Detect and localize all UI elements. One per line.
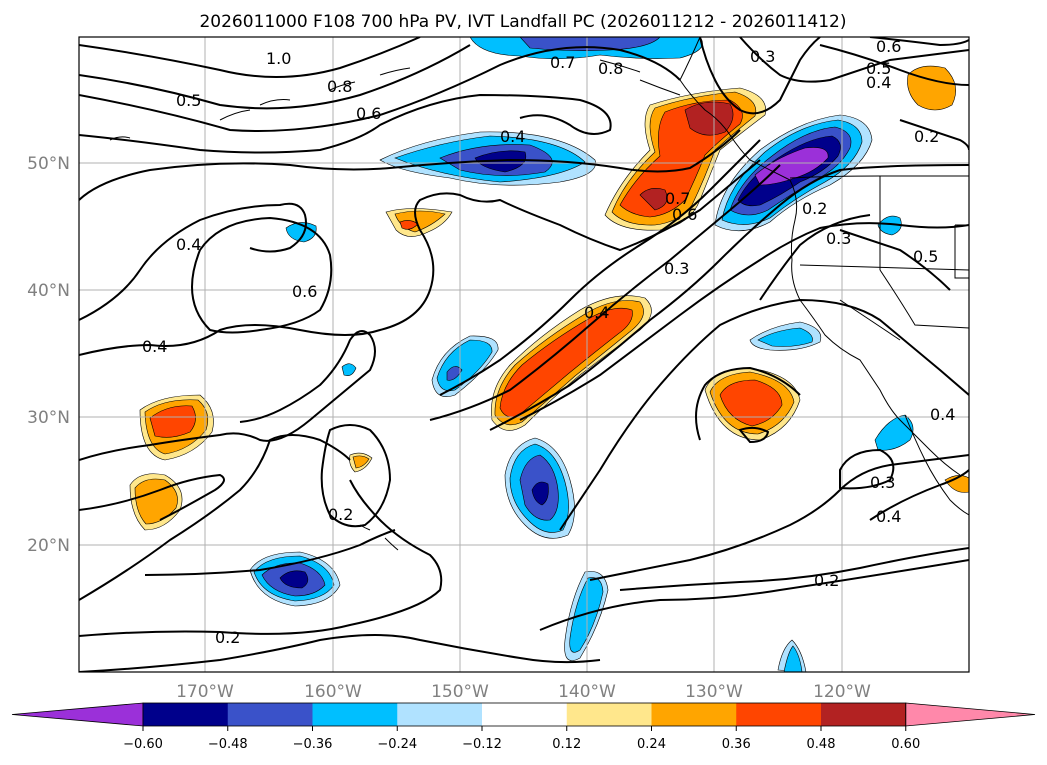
lat-label: 30°N: [27, 408, 70, 428]
contour-label: 0.5: [866, 59, 891, 78]
lon-label: 140°W: [558, 682, 616, 702]
colorbar-segment: [651, 703, 737, 726]
pv-contours: [79, 37, 969, 672]
colorbar-tick-label: −0.60: [123, 737, 163, 752]
coastlines: [109, 37, 969, 551]
contour-label: 0.2: [802, 199, 827, 218]
lat-label: 50°N: [27, 154, 70, 174]
lat-label: 40°N: [27, 281, 70, 301]
longitude-labels: 170°W 160°W 150°W 140°W 130°W 120°W: [176, 682, 871, 702]
colorbar-tick-label: 0.12: [552, 737, 581, 752]
colorbar-ticks: −0.60 −0.48 −0.36 −0.24 −0.12 0.12 0.24 0.36 0.4…: [123, 726, 920, 752]
contour-label: 0.4: [876, 507, 901, 526]
colorbar: [11, 702, 1036, 727]
colorbar-segment: [482, 703, 568, 726]
contour-label: 0.3: [826, 229, 851, 248]
filled-anomalies: [129, 37, 969, 672]
lon-label: 160°W: [304, 682, 362, 702]
gridlines: [79, 37, 969, 672]
contour-label: 0.3: [870, 473, 895, 492]
figure-title: 2026011000 F108 700 hPa PV, IVT Landfall…: [199, 12, 846, 32]
latitude-labels: 50°N 40°N 30°N 20°N: [27, 154, 70, 556]
contour-label: 0.4: [866, 73, 891, 92]
contour-label: 0.8: [327, 77, 352, 96]
contour-label: 0.2: [914, 127, 939, 146]
contour-label: 0.8: [598, 59, 623, 78]
colorbar-segment: [736, 703, 822, 726]
lon-label: 130°W: [685, 682, 743, 702]
contour-label: 0.7: [665, 189, 690, 208]
colorbar-tick-label: −0.24: [377, 737, 417, 752]
contour-labels: 1.0 0.8 0.5 0.6 0.4 0.7 0.8 0.3 0.6 0.5 …: [142, 37, 955, 647]
contour-label: 0.2: [814, 571, 839, 590]
contour-label: 0.4: [930, 405, 955, 424]
contour-label: 0.5: [176, 91, 201, 110]
colorbar-tick-label: 0.48: [807, 737, 836, 752]
colorbar-tick-label: −0.36: [293, 737, 333, 752]
contour-label: 0.6: [356, 104, 381, 123]
colorbar-segment: [821, 703, 907, 726]
lon-label: 150°W: [431, 682, 489, 702]
contour-label: 0.2: [215, 628, 240, 647]
colorbar-tick-label: 0.24: [637, 737, 666, 752]
contour-label: 0.6: [292, 282, 317, 301]
contour-label: 0.4: [142, 337, 167, 356]
colorbar-segment: [312, 703, 398, 726]
contour-label: 0.2: [328, 505, 353, 524]
contour-label: 0.7: [550, 53, 575, 72]
plot-area: 1.0 0.8 0.5 0.6 0.4 0.7 0.8 0.3 0.6 0.5 …: [79, 37, 969, 672]
colorbar-frame: [142, 702, 907, 727]
contour-label: 0.3: [750, 47, 775, 66]
plot-frame: [78, 36, 970, 673]
colorbar-tick-label: −0.12: [462, 737, 502, 752]
colorbar-segment: [397, 703, 483, 726]
contour-label: 1.0: [266, 49, 291, 68]
contour-label: 0.4: [500, 127, 525, 146]
lon-label: 120°W: [813, 682, 871, 702]
colorbar-extend-max: [905, 702, 1036, 727]
colorbar-segment: [227, 703, 313, 726]
contour-label: 0.4: [584, 303, 609, 322]
contour-label: 0.4: [176, 235, 201, 254]
colorbar-extend-min: [11, 702, 144, 727]
contour-label: 0.6: [876, 37, 901, 56]
colorbar-tick-label: 0.36: [722, 737, 751, 752]
lat-label: 20°N: [27, 536, 70, 556]
colorbar-segment: [143, 703, 229, 726]
contour-label: 0.5: [913, 247, 938, 266]
colorbar-tick-label: 0.60: [891, 737, 920, 752]
contour-label: 0.3: [664, 259, 689, 278]
lon-label: 170°W: [176, 682, 234, 702]
contour-label: 0.6: [672, 205, 697, 224]
colorbar-segment: [566, 703, 652, 726]
colorbar-tick-label: −0.48: [208, 737, 248, 752]
